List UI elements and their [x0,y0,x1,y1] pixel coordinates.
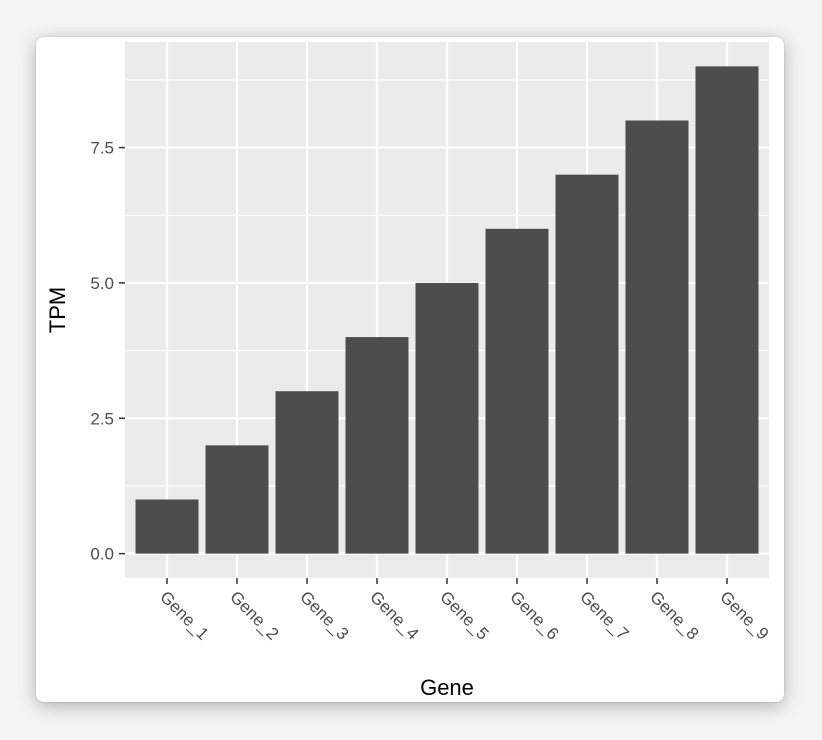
y-axis: 0.0 2.5 5.0 7.5 [90,139,125,564]
x-tick-label: Gene_4 [366,587,422,643]
bar-gene-3 [275,391,339,554]
y-tick-label: 5.0 [90,274,114,293]
bar-gene-7 [555,174,619,554]
y-tick-label: 7.5 [90,139,114,158]
x-tick-label: Gene_6 [506,587,562,643]
x-tick-label: Gene_3 [296,587,352,643]
bar-gene-9 [695,66,759,554]
x-tick-label: Gene_5 [436,587,492,643]
x-tick-label: Gene_9 [716,587,772,643]
y-axis-title: TPM [45,287,70,333]
x-tick-label: Gene_2 [226,587,282,643]
bars [135,66,759,554]
x-axis-title: Gene [420,675,474,700]
bar-gene-2 [205,445,269,554]
y-tick-label: 0.0 [90,545,114,564]
bar-gene-5 [415,282,479,554]
x-tick-label: Gene_8 [646,587,702,643]
bar-gene-8 [625,120,689,554]
bar-gene-4 [345,337,409,554]
x-tick-label: Gene_7 [576,587,632,643]
bar-gene-1 [135,499,199,554]
y-tick-label: 2.5 [90,409,114,428]
bar-gene-6 [485,228,549,554]
x-tick-label: Gene_1 [156,587,212,643]
x-axis: Gene_1 Gene_2 Gene_3 Gene_4 Gene_5 Gene_6 Gene… [156,578,772,644]
